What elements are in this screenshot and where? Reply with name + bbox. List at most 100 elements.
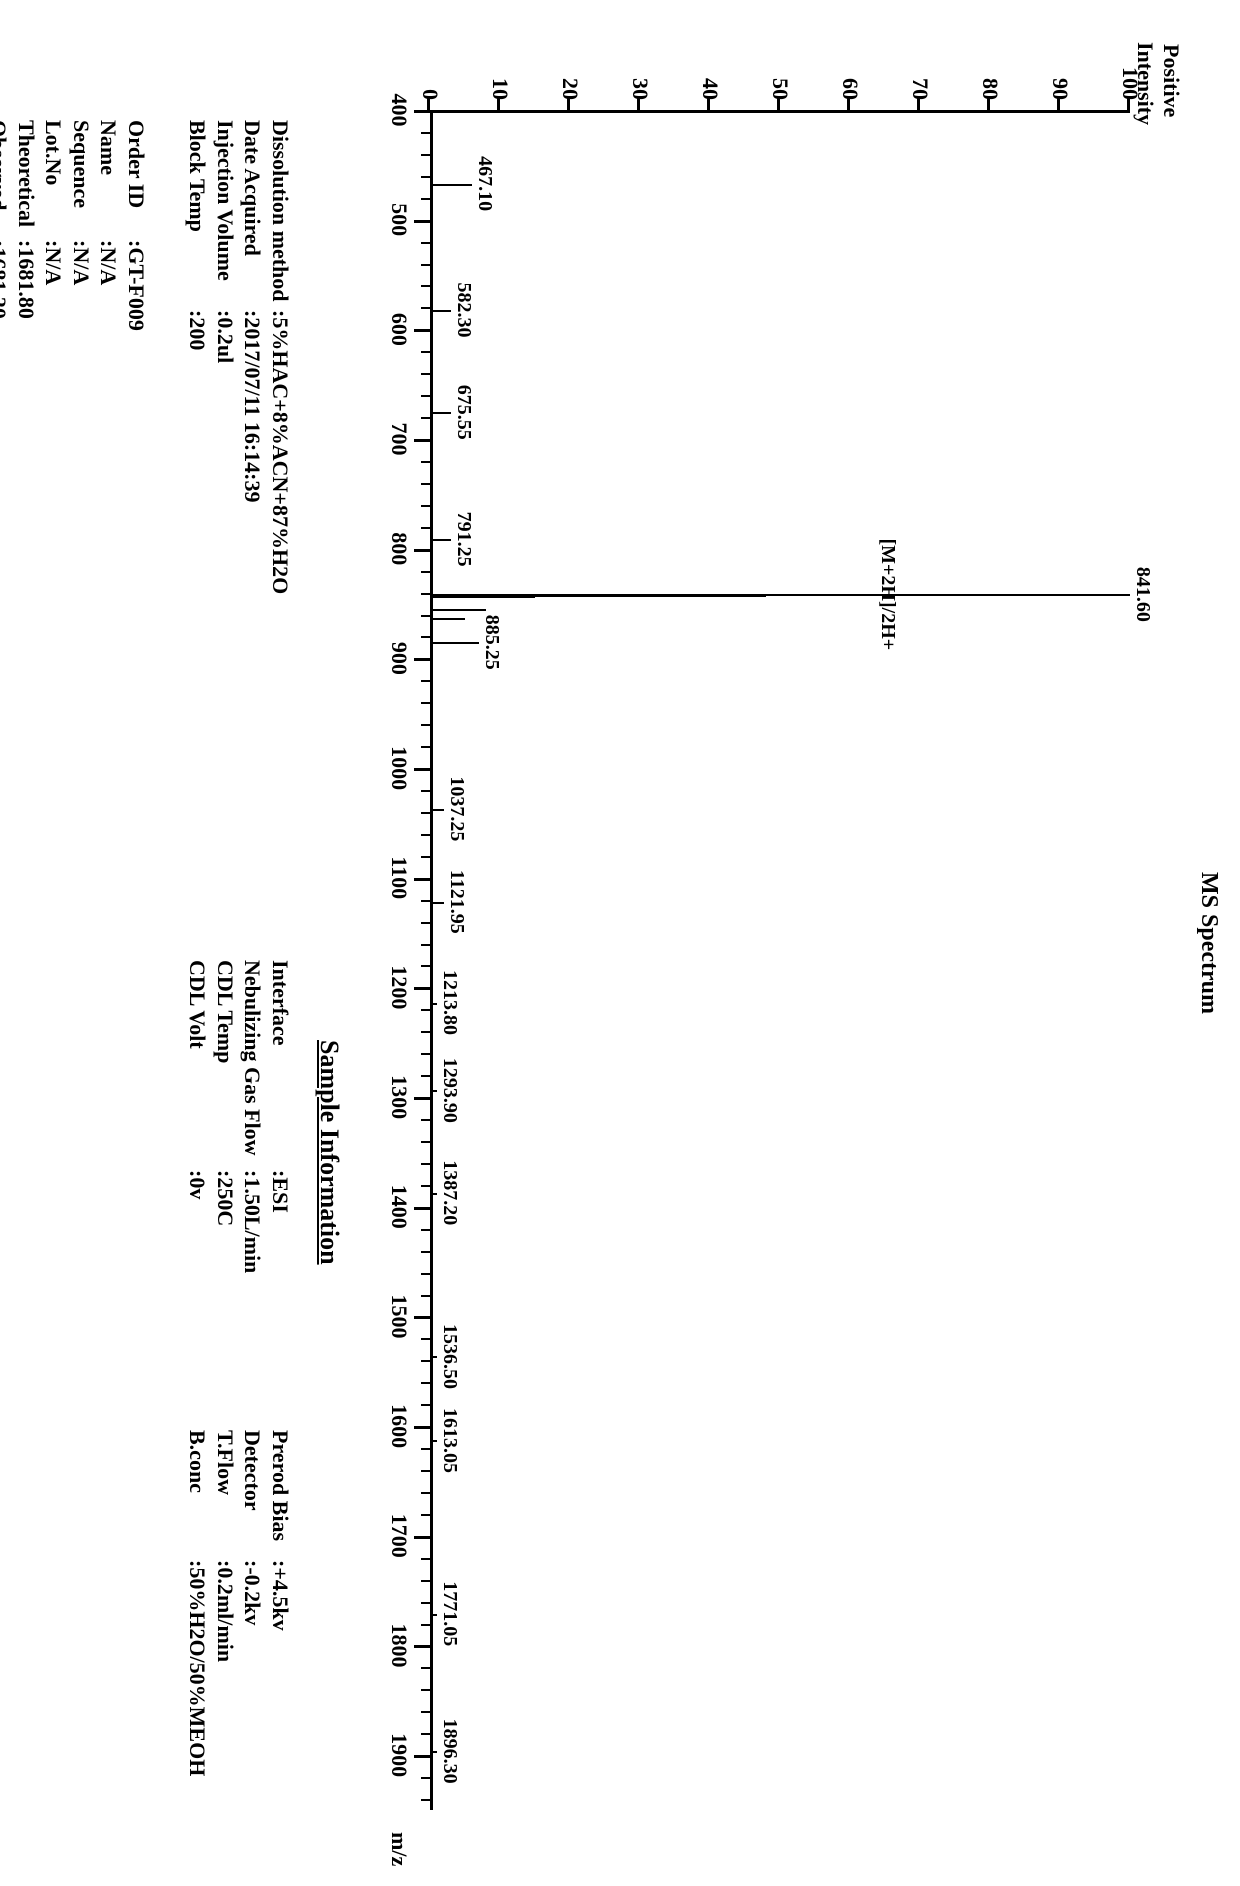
x-tick-major — [414, 878, 430, 881]
info-key: Observed — [0, 120, 13, 240]
info-row: Dissolution method5%HAC+8%ACN+87%H2O — [267, 120, 295, 594]
x-tick-minor — [421, 680, 430, 682]
x-tick-minor — [421, 1799, 430, 1801]
x-tick-label: 1900 — [386, 1733, 412, 1777]
ms-spectrum-chart: 0102030405060708090100400500600700800900… — [430, 110, 1130, 1810]
peak-label: 675.55 — [452, 385, 475, 440]
x-tick-minor — [421, 702, 430, 704]
info-col-acquisition: Dissolution method5%HAC+8%ACN+87%H2ODate… — [184, 120, 294, 594]
x-tick-minor — [421, 1624, 430, 1626]
spectrum-peak — [430, 1193, 437, 1195]
x-tick-minor — [421, 1053, 430, 1055]
y-tick-label: 40 — [697, 40, 723, 100]
spectrum-peak — [430, 642, 479, 644]
x-tick-major — [414, 1316, 430, 1319]
info-key: Nebulizing Gas Flow — [239, 960, 267, 1170]
peak-label: 1037.25 — [445, 776, 468, 841]
info-value: 50%H2O/50%MEOH — [186, 1560, 211, 1776]
info-row: CDL Volt0v — [184, 960, 212, 1273]
info-col-source: InterfaceESINebulizing Gas Flow1.50L/min… — [184, 960, 294, 1273]
x-tick-minor — [421, 900, 430, 902]
x-tick-minor — [421, 1031, 430, 1033]
x-tick-minor — [421, 1558, 430, 1560]
x-tick-minor — [421, 242, 430, 244]
x-tick-minor — [421, 1075, 430, 1077]
info-key: Sequence — [68, 120, 96, 240]
x-tick-major — [414, 549, 430, 552]
info-key: Lot.No — [40, 120, 68, 240]
x-tick-major — [414, 110, 430, 113]
info-value: 1681.80 — [14, 240, 39, 319]
x-tick-minor — [421, 1338, 430, 1340]
info-value: 5%HAC+8%ACN+87%H2O — [268, 310, 293, 594]
x-tick-major — [414, 1536, 430, 1539]
y-tick-label: 10 — [487, 40, 513, 100]
spectrum-peak — [430, 809, 444, 811]
x-tick-label: 1000 — [386, 746, 412, 790]
x-tick-minor — [421, 461, 430, 463]
spectrum-peak — [430, 1614, 437, 1616]
info-value: 250C — [213, 1170, 238, 1226]
spectrum-peak — [430, 1356, 437, 1358]
x-tick-minor — [421, 571, 430, 573]
info-value: 1.50L/min — [241, 1170, 266, 1273]
peak-label: 841.60 — [1131, 567, 1154, 622]
x-tick-minor — [421, 1251, 430, 1253]
x-tick-minor — [421, 1295, 430, 1297]
info-row: T.Flow0.2ml/min — [212, 1430, 240, 1776]
x-tick-minor — [421, 1273, 430, 1275]
info-value: N/A — [42, 240, 67, 285]
spectrum-peak — [430, 618, 465, 620]
x-tick-minor — [421, 198, 430, 200]
x-axis-title: m/z — [386, 1832, 412, 1866]
y-tick-label: 30 — [627, 40, 653, 100]
info-key: Prerod Bias — [267, 1430, 295, 1560]
info-value: 2017/07/11 16:14:39 — [241, 310, 266, 503]
info-row: Order IDGT-F009 — [123, 120, 151, 331]
info-value: GT-F009 — [124, 240, 149, 331]
info-row: Observed1681.20 — [0, 120, 13, 331]
x-tick-label: 1800 — [386, 1623, 412, 1667]
x-tick-major — [414, 1645, 430, 1648]
x-tick-major — [414, 1097, 430, 1100]
y-tick-label: 50 — [767, 40, 793, 100]
x-tick-minor — [421, 1777, 430, 1779]
x-tick-minor — [421, 1163, 430, 1165]
info-key: Injection Volume — [212, 120, 240, 310]
spectrum-peak — [430, 596, 535, 598]
x-tick-minor — [421, 154, 430, 156]
x-tick-minor — [421, 1711, 430, 1713]
y-tick-label: 0 — [417, 40, 443, 100]
x-tick-minor — [421, 1119, 430, 1121]
x-tick-minor — [421, 593, 430, 595]
y-tick-label: 60 — [837, 40, 863, 100]
x-tick-minor — [421, 1689, 430, 1691]
x-tick-minor — [421, 307, 430, 309]
info-row: Injection Volume0.2ul — [212, 120, 240, 594]
y-tick-label: 80 — [977, 40, 1003, 100]
x-tick-minor — [421, 790, 430, 792]
info-col-detector: Prerod Bias+4.5kvDetector-0.2kvT.Flow0.2… — [184, 1430, 294, 1776]
y-tick-label: 20 — [557, 40, 583, 100]
peak-label: 467.10 — [473, 156, 496, 211]
x-tick-minor — [421, 1667, 430, 1669]
x-tick-minor — [421, 264, 430, 266]
x-tick-minor — [421, 834, 430, 836]
x-tick-major — [414, 768, 430, 771]
x-tick-minor — [421, 746, 430, 748]
x-tick-minor — [421, 373, 430, 375]
x-tick-major — [414, 1755, 430, 1758]
info-key: Theoretical — [13, 120, 41, 240]
peak-label: 885.25 — [480, 615, 503, 670]
info-key: Name — [95, 120, 123, 240]
x-axis-line — [430, 110, 433, 1810]
info-row: Date Acquired2017/07/11 16:14:39 — [239, 120, 267, 594]
x-tick-major — [414, 658, 430, 661]
x-tick-minor — [421, 483, 430, 485]
x-tick-label: 1300 — [386, 1075, 412, 1119]
x-tick-major — [414, 220, 430, 223]
info-value: ESI — [268, 1170, 293, 1213]
x-tick-minor — [421, 1382, 430, 1384]
peak-label: 1121.95 — [445, 870, 468, 934]
peak-label: 1896.30 — [438, 1719, 461, 1784]
